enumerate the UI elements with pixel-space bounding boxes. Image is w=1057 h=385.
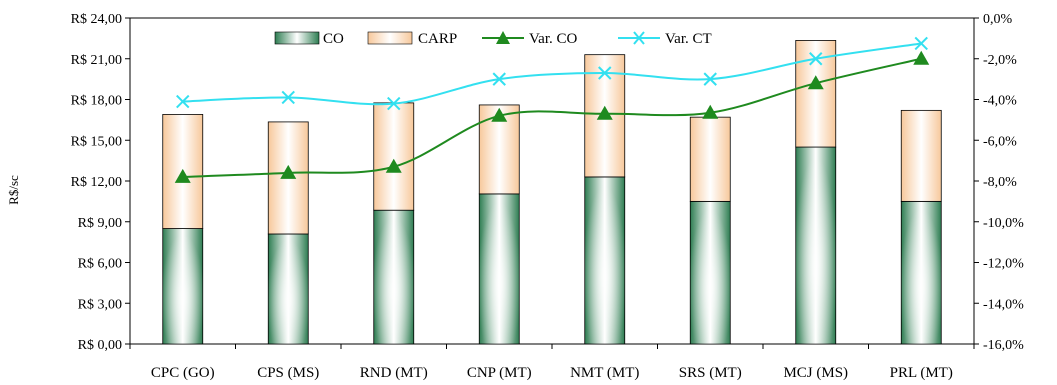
- bar-co-highlight: [163, 229, 203, 344]
- y-right-tick-label: 0,0%: [983, 12, 1013, 27]
- bars: [163, 40, 942, 344]
- y-left-tick-label: R$ 24,00: [71, 12, 122, 27]
- y-left-tick-label: R$ 9,00: [78, 216, 122, 231]
- legend-label-var-co: Var. CO: [529, 31, 578, 47]
- y-right-tick-label: -14,0%: [983, 297, 1024, 312]
- bar-co-highlight: [796, 147, 836, 344]
- x-tick-label: PRL (MT): [890, 365, 953, 381]
- legend-label-carp: CARP: [418, 31, 457, 47]
- y-right-tick-label: -8,0%: [983, 175, 1017, 190]
- x-tick-label: CNP (MT): [467, 365, 532, 381]
- x-tick-label: CPC (GO): [151, 365, 215, 381]
- y-right-tick-label: -6,0%: [983, 134, 1017, 149]
- point-var-co: [913, 51, 929, 65]
- bar-co-highlight: [479, 194, 519, 344]
- bar-carp: [690, 117, 730, 201]
- bar-co-highlight: [585, 177, 625, 344]
- x-tick-label: MCJ (MS): [783, 365, 848, 381]
- legend-label-co: CO: [323, 31, 344, 47]
- y-right-tick-label: -4,0%: [983, 94, 1017, 109]
- y-axis-left: R$ 0,00 R$ 3,00 R$ 6,00 R$ 9,00 R$ 12,00 R$ 1…: [71, 12, 130, 353]
- plot-border: [130, 18, 974, 344]
- y-right-tick-label: -16,0%: [983, 338, 1024, 353]
- bar-co-highlight: [690, 201, 730, 344]
- y-axis-title: R$/sc: [6, 175, 21, 205]
- y-right-tick-label: -10,0%: [983, 216, 1024, 231]
- y-right-tick-label: -2,0%: [983, 53, 1017, 68]
- y-left-tick-label: R$ 3,00: [78, 297, 122, 312]
- bar-carp: [901, 110, 941, 201]
- y-left-tick-label: R$ 18,00: [71, 94, 122, 109]
- x-axis: CPC (GO) CPS (MS) RND (MT) CNP (MT) NMT (MT)…: [130, 344, 974, 381]
- y-right-tick-label: -12,0%: [983, 257, 1024, 272]
- legend: CO CARP Var. CO Var. CT: [268, 26, 764, 50]
- bar-co-highlight: [374, 210, 414, 344]
- bar-co-highlight: [901, 201, 941, 344]
- bar-co-highlight: [268, 234, 308, 344]
- y-left-tick-label: R$ 0,00: [78, 338, 122, 353]
- legend-swatch-carp: [368, 32, 412, 44]
- x-tick-label: NMT (MT): [570, 365, 639, 381]
- plot-area: [130, 18, 974, 344]
- legend-label-var-ct: Var. CT: [665, 31, 712, 47]
- legend-swatch-co: [275, 32, 319, 44]
- x-tick-label: CPS (MS): [257, 365, 319, 381]
- y-left-tick-label: R$ 6,00: [78, 257, 122, 272]
- bar-carp: [374, 103, 414, 210]
- y-axis-right: -16,0% -14,0% -12,0% -10,0% -8,0% -6,0% -4,0% -…: [974, 12, 1024, 353]
- y-left-tick-label: R$ 15,00: [71, 134, 122, 149]
- y-left-tick-label: R$ 21,00: [71, 53, 122, 68]
- x-tick-label: SRS (MT): [679, 365, 742, 381]
- y-left-tick-label: R$ 12,00: [71, 175, 122, 190]
- x-tick-label: RND (MT): [360, 365, 428, 381]
